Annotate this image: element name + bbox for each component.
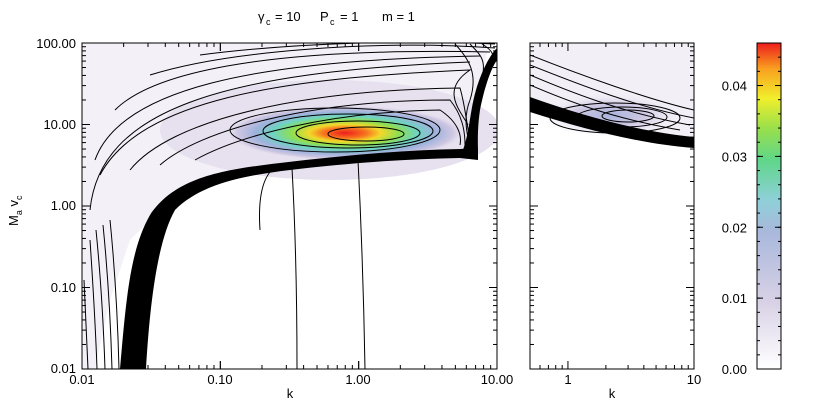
contour-line xyxy=(291,167,298,369)
y-tick-label: 100.00 xyxy=(36,36,76,51)
x-tick-label: 10.00 xyxy=(481,372,514,387)
colorbar-tick-label: 0.01 xyxy=(722,291,747,306)
contour-line xyxy=(89,239,98,369)
colorbar-ticks: 0.00 0.01 0.02 0.03 0.04 xyxy=(722,42,781,377)
contour-line xyxy=(149,44,496,76)
x-tick-label: 10 xyxy=(687,372,701,387)
contour-line xyxy=(327,126,405,142)
contour-line xyxy=(262,113,434,149)
y-tick-label: 0.10 xyxy=(51,280,76,295)
title-p-sub: c xyxy=(330,17,335,27)
contour-line xyxy=(129,87,471,171)
x-axis-label: k xyxy=(609,386,616,401)
right-axis-ticks xyxy=(529,42,695,370)
contour-line xyxy=(530,64,694,119)
title-p-value: = 1 xyxy=(340,9,358,24)
y-axis-label: Ma vc xyxy=(6,195,24,226)
contour-line xyxy=(530,54,694,111)
contour-line xyxy=(601,109,655,123)
colorbar-gradient xyxy=(756,42,782,370)
x-tick-label: 1.00 xyxy=(345,372,370,387)
title-gamma-sub: c xyxy=(266,17,271,27)
colorbar-tick-label: 0.02 xyxy=(722,220,747,235)
left-ridge-band-upper xyxy=(463,48,497,152)
right-panel: 1 10 k xyxy=(529,42,701,401)
colorbar-tick-label: 0.04 xyxy=(722,79,747,94)
title-p: P xyxy=(320,9,329,24)
x-tick-label: 0.01 xyxy=(69,372,94,387)
contour-line xyxy=(94,55,481,161)
contour-line xyxy=(295,120,421,146)
contour-line xyxy=(95,229,106,369)
left-peak-gradient xyxy=(225,105,465,161)
contour-line xyxy=(159,99,466,166)
contour-line xyxy=(194,109,461,161)
contour-line xyxy=(109,219,120,369)
x-tick-label: 1 xyxy=(564,372,571,387)
contour-line xyxy=(229,107,441,153)
colorbar: 0.00 0.01 0.02 0.03 0.04 xyxy=(722,42,782,377)
contour-line xyxy=(114,50,491,111)
y-tick-label: 0.01 xyxy=(51,361,76,376)
y-tick-label: 1.00 xyxy=(51,198,76,213)
title-gamma: γ xyxy=(258,9,265,24)
left-panel: 100.00 10.00 1.00 0.10 0.01 0.01 0.10 1.… xyxy=(6,36,513,401)
contour-line xyxy=(89,61,471,211)
y-axis-label-text: Ma vc xyxy=(6,195,24,226)
colorbar-tick-label: 0.03 xyxy=(722,149,747,164)
contour-line xyxy=(99,69,472,176)
x-axis-label: k xyxy=(287,386,294,401)
title-gamma-value: = 10 xyxy=(275,9,301,24)
chart-title: γ c = 10 P c = 1 m = 1 xyxy=(258,9,415,27)
left-axis-ticks xyxy=(81,42,498,370)
right-ridge-band xyxy=(530,97,694,148)
contour-line xyxy=(259,171,271,231)
contour-line xyxy=(530,74,691,126)
x-tick-label: 0.10 xyxy=(207,372,232,387)
y-tick-label: 10.00 xyxy=(43,117,76,132)
title-m: m = 1 xyxy=(382,9,415,24)
contour-line xyxy=(530,84,681,131)
colorbar-tick-label: 0.00 xyxy=(722,362,747,377)
contour-line xyxy=(102,224,113,369)
contour-line xyxy=(357,159,366,369)
